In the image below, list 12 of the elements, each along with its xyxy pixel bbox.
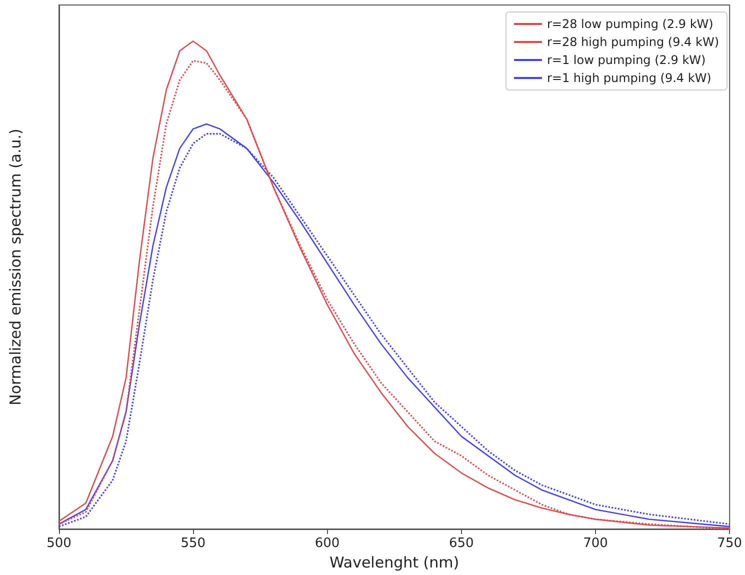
x-tick-label: 700 [583,536,608,551]
x-tick-label: 550 [180,536,206,551]
legend-label: r=1 low pumping (2.9 kW) [546,53,706,67]
legend-label: r=1 high pumping (9.4 kW) [546,71,712,85]
x-axis-title: Wavelenght (nm) [330,554,460,572]
y-axis-title: Normalized emission spectrum (a.u.) [6,128,24,406]
legend-label: r=28 low pumping (2.9 kW) [546,17,714,31]
x-tick-label: 500 [46,536,72,551]
legend-label: r=28 high pumping (9.4 kW) [546,35,720,49]
x-tick-label: 750 [717,536,742,551]
x-tick-label: 650 [448,536,474,551]
x-tick-label: 600 [314,536,340,551]
